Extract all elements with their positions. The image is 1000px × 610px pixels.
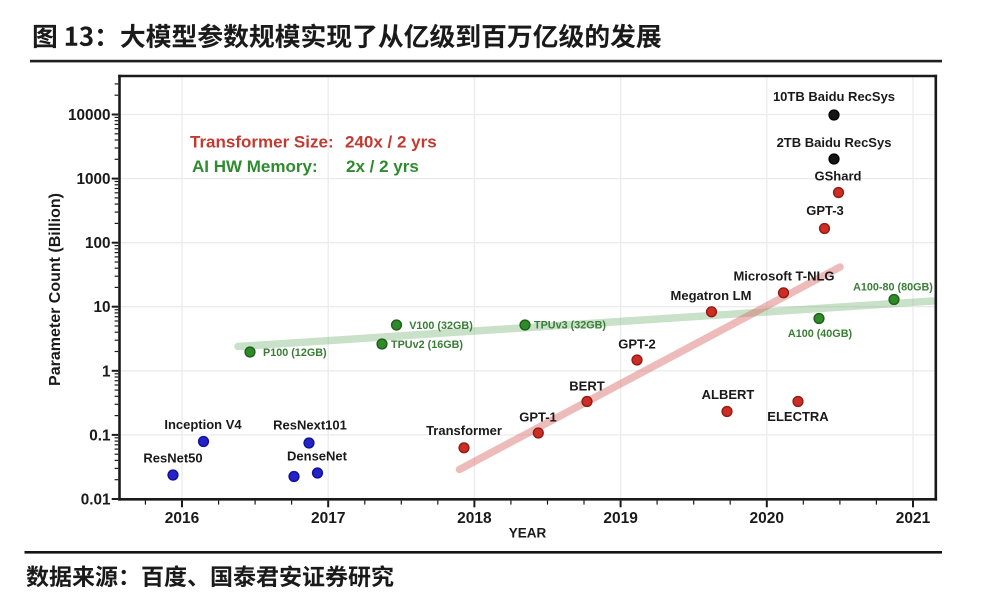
svg-text:2TB Baidu RecSys: 2TB Baidu RecSys	[777, 135, 892, 150]
svg-text:YEAR: YEAR	[509, 526, 547, 541]
svg-text:Inception V4: Inception V4	[164, 417, 242, 432]
svg-text:Transformer: Transformer	[426, 423, 502, 438]
svg-text:Megatron LM: Megatron LM	[671, 288, 752, 303]
svg-text:1: 1	[102, 363, 111, 380]
svg-text:2x / 2 yrs: 2x / 2 yrs	[346, 157, 419, 176]
svg-text:V100 (32GB): V100 (32GB)	[409, 320, 473, 332]
svg-text:2018: 2018	[457, 510, 492, 527]
svg-text:240x / 2 yrs: 240x / 2 yrs	[345, 133, 437, 152]
svg-text:1000: 1000	[76, 171, 110, 188]
svg-text:GPT-1: GPT-1	[519, 410, 557, 425]
svg-text:ALBERT: ALBERT	[702, 387, 755, 402]
svg-text:A100-80 (80GB): A100-80 (80GB)	[853, 282, 933, 294]
svg-text:2021: 2021	[896, 510, 931, 527]
svg-text:ResNet50: ResNet50	[143, 451, 202, 466]
svg-text:2019: 2019	[603, 510, 638, 527]
svg-text:2020: 2020	[750, 510, 784, 527]
svg-text:A100 (40GB): A100 (40GB)	[788, 328, 853, 340]
svg-text:Parameter Count (Billion): Parameter Count (Billion)	[47, 193, 64, 386]
svg-text:0.01: 0.01	[81, 492, 111, 509]
svg-text:10000: 10000	[68, 107, 111, 124]
svg-text:100: 100	[85, 235, 111, 252]
svg-text:DenseNet: DenseNet	[287, 449, 348, 464]
svg-text:GShard: GShard	[815, 169, 862, 184]
svg-text:0.1: 0.1	[89, 427, 111, 444]
svg-text:P100 (12GB): P100 (12GB)	[263, 347, 327, 359]
svg-text:10TB Baidu RecSys: 10TB Baidu RecSys	[773, 89, 895, 104]
svg-text:GPT-2: GPT-2	[618, 337, 656, 352]
svg-text:ResNext101: ResNext101	[273, 418, 347, 433]
svg-text:2016: 2016	[165, 510, 200, 527]
svg-text:Transformer Size:: Transformer Size:	[190, 133, 334, 152]
svg-text:TPUv3 (32GB): TPUv3 (32GB)	[534, 320, 606, 332]
svg-text:2017: 2017	[311, 510, 345, 527]
svg-text:TPUv2 (16GB): TPUv2 (16GB)	[391, 339, 463, 351]
svg-text:ELECTRA: ELECTRA	[767, 409, 829, 424]
svg-text:GPT-3: GPT-3	[806, 203, 844, 218]
svg-text:AI HW Memory:: AI HW Memory:	[192, 157, 318, 176]
svg-text:10: 10	[93, 299, 110, 316]
svg-text:BERT: BERT	[569, 379, 604, 394]
svg-text:Microsoft T-NLG: Microsoft T-NLG	[733, 269, 834, 284]
